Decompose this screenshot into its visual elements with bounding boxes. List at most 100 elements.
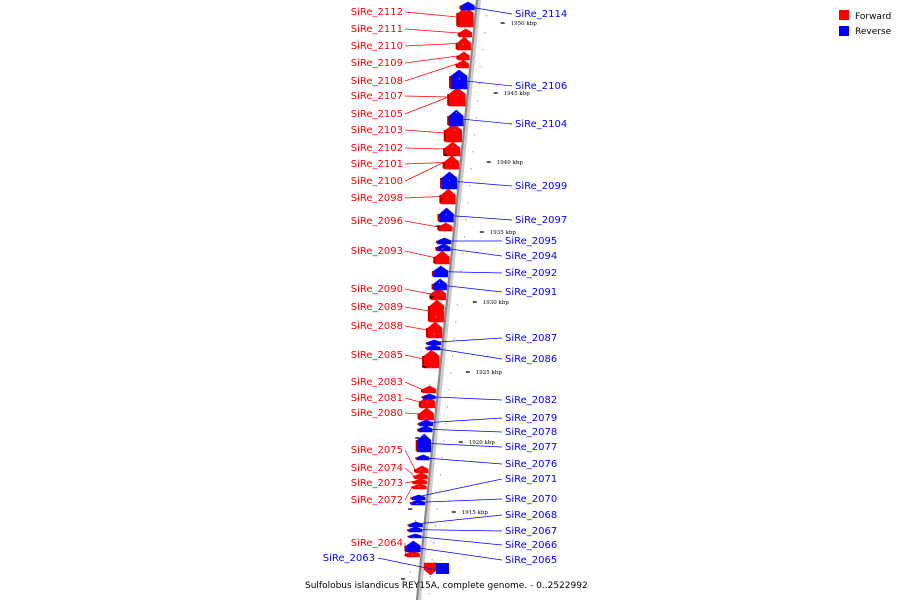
forward-gene-label[interactable]: SiRe_2107	[351, 91, 403, 102]
reverse-gene-label[interactable]: SiRe_2071	[505, 474, 557, 485]
reverse-gene-SiRe_2065[interactable]	[404, 540, 421, 553]
forward-gene-SiRe_2109[interactable]	[456, 51, 470, 61]
gene-shape[interactable]	[409, 521, 423, 528]
forward-gene-SiRe_2100[interactable]	[442, 155, 460, 170]
forward-gene-SiRe_2074[interactable]	[413, 472, 428, 480]
reverse-gene-SiRe_2068[interactable]	[407, 521, 423, 528]
forward-gene-label[interactable]: SiRe_2083	[351, 377, 403, 388]
reverse-gene-SiRe_2106[interactable]	[449, 69, 468, 90]
forward-gene-SiRe_2075[interactable]	[414, 465, 429, 474]
forward-gene-label[interactable]: SiRe_2103	[351, 125, 403, 136]
gene-shape[interactable]	[436, 243, 451, 252]
gene-shape[interactable]	[444, 141, 461, 157]
forward-gene-SiRe_2108[interactable]	[455, 59, 469, 69]
reverse-gene-label[interactable]: SiRe_2087	[505, 333, 557, 344]
reverse-gene-label[interactable]: SiRe_2063	[323, 553, 375, 564]
gene-shape[interactable]	[415, 472, 428, 480]
forward-gene-label[interactable]: SiRe_2109	[351, 58, 403, 69]
forward-gene-label[interactable]: SiRe_2110	[351, 41, 403, 52]
forward-gene-SiRe_2096[interactable]	[437, 222, 453, 232]
gene-shape[interactable]	[434, 250, 450, 265]
reverse-gene-SiRe_2114[interactable]	[459, 1, 475, 11]
forward-gene-SiRe_2073[interactable]	[411, 478, 428, 485]
forward-gene-SiRe_2093[interactable]	[433, 250, 450, 265]
reverse-gene-label[interactable]: SiRe_2070	[505, 494, 557, 505]
reverse-gene-label[interactable]: SiRe_2104	[515, 119, 567, 130]
reverse-gene-SiRe_2099[interactable]	[439, 171, 458, 190]
gene-shape[interactable]	[444, 155, 460, 170]
forward-gene-label[interactable]: SiRe_2072	[351, 495, 403, 506]
reverse-gene-label[interactable]: SiRe_2094	[505, 251, 557, 262]
forward-gene-label[interactable]: SiRe_2090	[351, 284, 403, 295]
reverse-gene-label[interactable]: SiRe_2079	[505, 413, 557, 424]
gene-shape[interactable]	[429, 299, 445, 323]
forward-gene-SiRe_2103[interactable]	[443, 123, 463, 143]
reverse-gene-SiRe_2091[interactable]	[431, 278, 447, 291]
gene-shape[interactable]	[438, 222, 453, 232]
forward-gene-label[interactable]: SiRe_2098	[351, 193, 403, 204]
forward-gene-label[interactable]: SiRe_2074	[351, 463, 403, 474]
forward-gene-label[interactable]: SiRe_2073	[351, 478, 403, 489]
gene-shape[interactable]	[427, 321, 443, 339]
forward-gene-SiRe_2080[interactable]	[417, 407, 434, 421]
reverse-gene-label[interactable]: SiRe_2106	[515, 81, 567, 92]
reverse-gene-label[interactable]: SiRe_2092	[505, 268, 557, 279]
reverse-gene-SiRe_2086[interactable]	[425, 344, 441, 351]
forward-gene-SiRe_2090[interactable]	[429, 287, 446, 301]
reverse-gene-label[interactable]: SiRe_2067	[505, 526, 557, 537]
gene-shape[interactable]	[415, 465, 429, 474]
forward-gene-SiRe_2085[interactable]	[422, 349, 440, 369]
gene-shape[interactable]	[413, 483, 427, 490]
reverse-gene-label[interactable]: SiRe_2097	[515, 215, 567, 226]
forward-gene-SiRe_2105[interactable]	[447, 87, 466, 107]
reverse-gene-label[interactable]: SiRe_2095	[505, 236, 557, 247]
gene-shape[interactable]	[459, 28, 473, 38]
forward-gene-label[interactable]: SiRe_2096	[351, 216, 403, 227]
reverse-gene-label[interactable]: SiRe_2078	[505, 427, 557, 438]
forward-gene-label[interactable]: SiRe_2089	[351, 302, 403, 313]
forward-gene-label[interactable]: SiRe_2100	[351, 176, 403, 187]
forward-gene-label[interactable]: SiRe_2064	[351, 538, 403, 549]
forward-gene-label[interactable]: SiRe_2088	[351, 321, 403, 332]
gene-shape[interactable]	[458, 51, 470, 61]
reverse-gene-SiRe_2094[interactable]	[435, 243, 451, 252]
gene-shape[interactable]	[422, 385, 437, 394]
forward-gene-label[interactable]: SiRe_2081	[351, 393, 403, 404]
forward-gene-SiRe_2088[interactable]	[426, 321, 443, 339]
reverse-gene-label[interactable]: SiRe_2091	[505, 287, 557, 298]
reverse-gene-label[interactable]: SiRe_2099	[515, 181, 567, 192]
forward-gene-SiRe_2102[interactable]	[443, 141, 461, 157]
forward-gene-label[interactable]: SiRe_2101	[351, 159, 403, 170]
reverse-gene-label[interactable]: SiRe_2082	[505, 395, 557, 406]
gene-shape[interactable]	[441, 188, 456, 205]
reverse-gene-label[interactable]: SiRe_2068	[505, 510, 557, 521]
reverse-gene-label[interactable]: SiRe_2086	[505, 354, 557, 365]
forward-gene-label[interactable]: SiRe_2093	[351, 246, 403, 257]
forward-gene-label[interactable]: SiRe_2112	[351, 7, 403, 18]
reverse-gene-label[interactable]: SiRe_2076	[505, 459, 557, 470]
reverse-gene-label[interactable]: SiRe_2114	[515, 9, 567, 20]
forward-gene-SiRe_2098[interactable]	[439, 188, 456, 205]
forward-gene-label[interactable]: SiRe_2111	[351, 24, 403, 35]
reverse-gene-label[interactable]: SiRe_2077	[505, 442, 557, 453]
forward-gene-label[interactable]: SiRe_2108	[351, 76, 403, 87]
reverse-gene-SiRe_2104[interactable]	[447, 109, 464, 127]
forward-gene-SiRe_2110[interactable]	[455, 36, 471, 51]
forward-gene-label[interactable]: SiRe_2102	[351, 143, 403, 154]
forward-gene-label[interactable]: SiRe_2085	[351, 350, 403, 361]
reverse-gene-label[interactable]: SiRe_2066	[505, 540, 557, 551]
gene-shape[interactable]	[457, 36, 471, 51]
forward-gene-SiRe_2064[interactable]	[404, 550, 420, 558]
gene-shape[interactable]	[433, 278, 447, 291]
forward-gene-SiRe_2083[interactable]	[421, 385, 437, 394]
gene-shape[interactable]	[419, 407, 434, 421]
forward-gene-label[interactable]: SiRe_2105	[351, 109, 403, 120]
gene-shape[interactable]	[436, 563, 449, 574]
gene-shape[interactable]	[423, 349, 440, 369]
gene-shape[interactable]	[461, 1, 475, 11]
forward-gene-SiRe_2089[interactable]	[427, 299, 445, 323]
forward-gene-SiRe_2111[interactable]	[457, 28, 473, 38]
gene-shape[interactable]	[445, 123, 463, 143]
forward-gene-SiRe_2112[interactable]	[456, 6, 474, 28]
gene-shape[interactable]	[409, 533, 422, 539]
